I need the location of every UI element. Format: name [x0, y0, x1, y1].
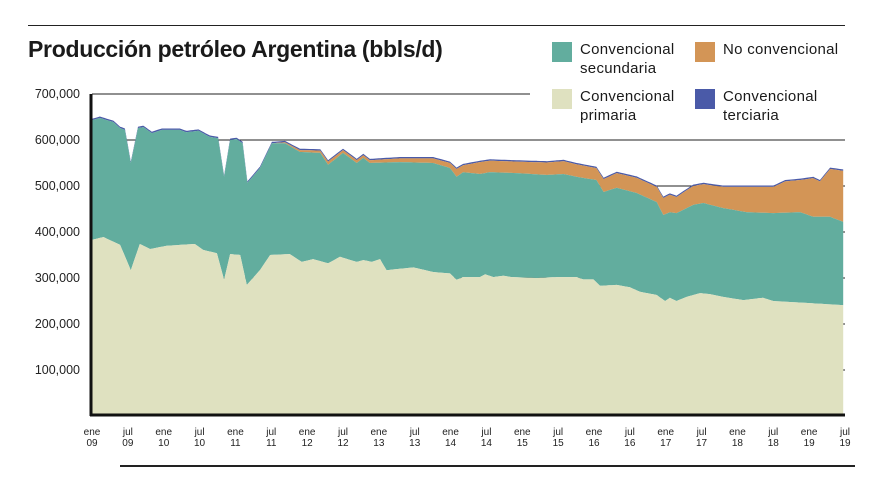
x-tick-label: 13 — [373, 438, 385, 449]
x-tick-label: 13 — [409, 438, 421, 449]
x-tick-label: ene — [729, 427, 746, 438]
y-tick-label: 200,000 — [35, 317, 80, 331]
x-tick-label: 19 — [804, 438, 816, 449]
x-tick-label: ene — [155, 427, 172, 438]
x-tick-label: ene — [442, 427, 459, 438]
legend-label: Convencional primaria — [580, 88, 675, 124]
x-tick-label: 14 — [481, 438, 493, 449]
area-no-convencional — [92, 117, 844, 222]
x-tick-label: jul — [767, 427, 778, 438]
x-tick-label: jul — [480, 427, 491, 438]
x-tick-label: 14 — [445, 438, 457, 449]
x-tick-label: ene — [299, 427, 316, 438]
y-tick-label: 600,000 — [35, 133, 80, 147]
x-tick-label: 18 — [768, 438, 780, 449]
legend-swatch — [552, 42, 572, 62]
x-tick-label: 09 — [86, 438, 98, 449]
x-tick-label: ene — [371, 427, 388, 438]
x-tick-label: jul — [839, 427, 850, 438]
legend-label: Convencional secundaria — [580, 41, 675, 77]
x-tick-label: ene — [227, 427, 244, 438]
x-tick-label: 18 — [732, 438, 744, 449]
x-tick-label: ene — [586, 427, 603, 438]
x-tick-label: 17 — [696, 438, 708, 449]
legend-item-secundaria: Convencional secundaria — [552, 40, 700, 78]
x-tick-label: jul — [337, 427, 348, 438]
y-tick-label: 100,000 — [35, 363, 80, 377]
x-tick-label: ene — [801, 427, 818, 438]
x-tick-label: 12 — [337, 438, 349, 449]
y-tick-label: 400,000 — [35, 225, 80, 239]
x-tick-label: 16 — [624, 438, 636, 449]
x-tick-label: jul — [194, 427, 205, 438]
y-tick-label: 300,000 — [35, 271, 80, 285]
area-convencional-secundaria — [92, 117, 844, 306]
x-tick-label: ene — [657, 427, 674, 438]
x-tick-label: jul — [122, 427, 133, 438]
legend-item-primaria: Convencional primaria — [552, 87, 700, 125]
x-tick-label: 15 — [517, 438, 529, 449]
legend-item-terciaria: Convencional terciaria — [695, 87, 843, 125]
x-tick-label: 12 — [302, 438, 314, 449]
x-tick-label: 19 — [839, 438, 851, 449]
legend-label: Convencional terciaria — [723, 88, 818, 124]
x-tick-label: jul — [552, 427, 563, 438]
x-tick-label: 10 — [194, 438, 206, 449]
x-tick-label: ene — [84, 427, 101, 438]
chart-title: Producción petróleo Argentina (bbls/d) — [28, 36, 443, 62]
x-tick-label: jul — [624, 427, 635, 438]
legend-swatch — [695, 89, 715, 109]
top-rule — [28, 25, 845, 26]
x-tick-label: jul — [265, 427, 276, 438]
x-tick-label: 09 — [122, 438, 134, 449]
legend-item-no-convencional: No convencional — [695, 40, 880, 62]
legend-swatch — [695, 42, 715, 62]
x-tick-label: 15 — [553, 438, 565, 449]
x-tick-label: jul — [409, 427, 420, 438]
x-tick-label: jul — [696, 427, 707, 438]
bottom-rule — [120, 465, 855, 467]
x-tick-label: 10 — [158, 438, 170, 449]
x-tick-label: ene — [514, 427, 531, 438]
x-tick-label: 17 — [660, 438, 672, 449]
y-tick-label: 500,000 — [35, 179, 80, 193]
legend-swatch — [552, 89, 572, 109]
legend-label: No convencional — [723, 41, 839, 58]
x-tick-label: 11 — [266, 438, 277, 449]
x-tick-label: 11 — [230, 438, 241, 449]
area-convencional-primaria — [92, 237, 844, 416]
y-tick-label: 700,000 — [35, 87, 80, 101]
x-tick-label: 16 — [588, 438, 600, 449]
